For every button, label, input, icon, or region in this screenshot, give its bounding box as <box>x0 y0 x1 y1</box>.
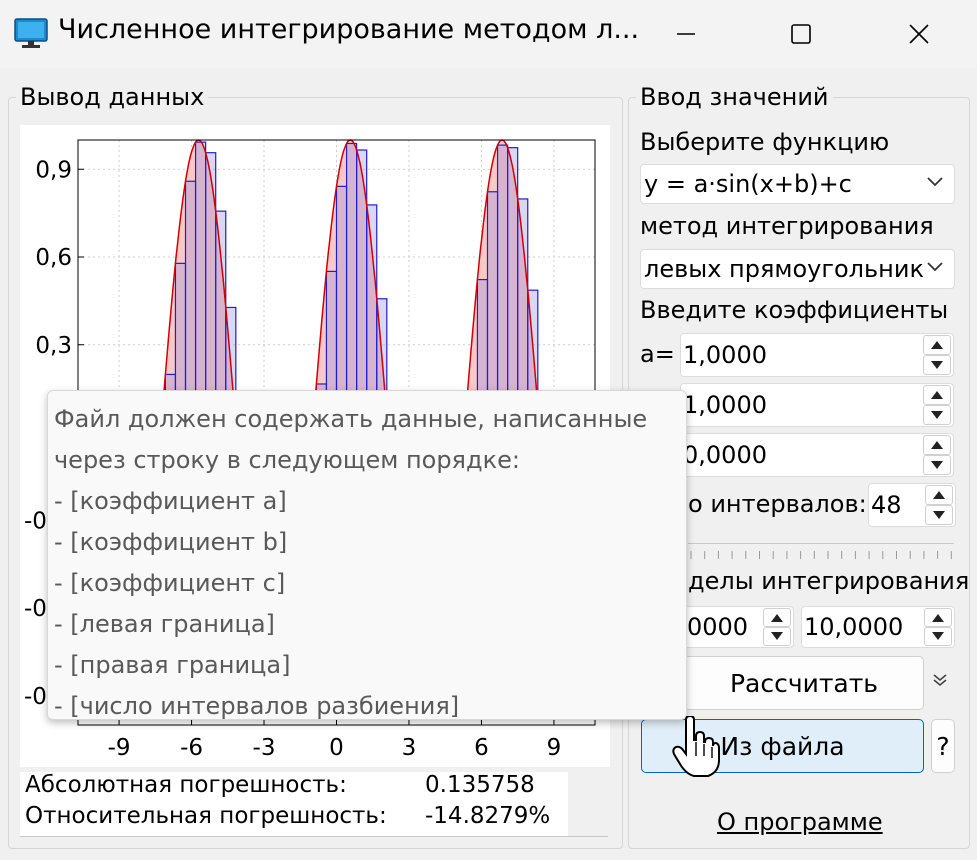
y-tick-label: 0,9 <box>35 157 72 183</box>
triangle-down-icon <box>932 632 944 641</box>
tooltip-line: - [правая граница] <box>54 651 291 679</box>
tooltip-line: через строку в следующем порядке: <box>54 446 520 474</box>
x-tick-label: -9 <box>108 735 131 761</box>
separator-line <box>688 543 954 544</box>
spin-down-button[interactable] <box>923 404 951 425</box>
slider-ticks <box>690 551 952 559</box>
maximize-icon <box>791 24 811 44</box>
y-tick-label: -0 <box>24 508 47 534</box>
function-select[interactable]: y = a·sin(x+b)+c <box>640 164 955 204</box>
triangle-up-icon <box>931 441 943 450</box>
x-tick-label: 3 <box>402 735 417 761</box>
intervals-value: 48 <box>871 491 902 519</box>
method-select[interactable]: левых прямоугольник <box>640 249 955 289</box>
rel-error-label: Относительная погрешность: <box>25 803 387 829</box>
tooltip-line: - [число интервалов разбиения] <box>54 692 460 720</box>
integration-rect <box>194 141 207 434</box>
close-button[interactable] <box>873 0 965 68</box>
tooltip-line: - [коэффициент a] <box>54 487 287 515</box>
spin-down-button[interactable] <box>923 354 951 375</box>
method-label: метод интегрирования <box>640 212 934 240</box>
y-tick-label: 0,3 <box>35 333 72 359</box>
help-button[interactable]: ? <box>931 719 955 773</box>
output-group-title: Вывод данных <box>16 83 209 111</box>
function-curve <box>94 139 579 434</box>
rel-error-value: -14.8279% <box>425 803 551 829</box>
chevron-down-icon <box>927 177 943 187</box>
spin-up-button[interactable] <box>763 608 791 628</box>
triangle-up-icon <box>931 391 943 400</box>
tooltip-line: - [левая граница] <box>54 610 275 638</box>
tooltip-line: - [коэффициент c] <box>54 569 286 597</box>
spin-up-button[interactable] <box>923 385 951 406</box>
file-format-tooltip: Файл должен содержать данные, написанные… <box>47 390 687 720</box>
abs-error-label: Абсолютная погрешность: <box>25 772 347 798</box>
coef-c-value: 0,0000 <box>683 441 767 469</box>
coef-b-value: 1,0000 <box>683 391 767 419</box>
triangle-down-icon <box>931 360 943 369</box>
tooltip-line: - [коэффициент b] <box>54 528 288 556</box>
chevron-down-icon <box>927 262 943 272</box>
input-group-title: Ввод значений <box>636 83 833 111</box>
coef-label: Введите коэффициенты <box>640 296 949 324</box>
method-select-value: левых прямоугольник <box>644 255 924 283</box>
coef-b-spinbox[interactable]: 1,0000 <box>680 383 954 427</box>
x-tick-label: -6 <box>180 735 203 761</box>
spin-down-button[interactable] <box>763 626 791 646</box>
tooltip-line: Файл должен содержать данные, написанные <box>54 405 648 433</box>
triangle-up-icon <box>931 341 943 350</box>
minimize-button[interactable] <box>640 0 732 68</box>
triangle-down-icon <box>931 410 943 419</box>
function-select-value: y = a·sin(x+b)+c <box>644 170 852 198</box>
triangle-up-icon <box>933 491 945 500</box>
calculate-button[interactable]: Рассчитать <box>684 656 924 710</box>
x-tick-label: 0 <box>329 735 344 761</box>
limit-left-spinbox[interactable]: 0000 <box>684 606 794 648</box>
intervals-label: о интервалов: <box>688 490 867 518</box>
x-tick-label: -3 <box>253 735 276 761</box>
window-title: Численное интегрирование методом л... <box>58 14 640 45</box>
spin-down-button[interactable] <box>924 626 952 646</box>
coef-c-spinbox[interactable]: 0,0000 <box>680 433 954 477</box>
spin-up-button[interactable] <box>923 335 951 356</box>
triangle-down-icon <box>771 632 783 641</box>
minimize-icon <box>677 33 695 35</box>
result-panel: Абсолютная погрешность: 0.135758 Относит… <box>20 772 568 836</box>
app-monitor-icon <box>14 18 48 48</box>
limit-right-spinbox[interactable]: 10,0000 <box>801 606 955 648</box>
limit-left-value: 0000 <box>687 613 749 641</box>
close-icon <box>909 24 929 44</box>
limit-right-value: 10,0000 <box>804 613 904 641</box>
result-divider <box>20 836 608 837</box>
triangle-up-icon <box>932 613 944 622</box>
function-label: Выберите функцию <box>640 128 890 156</box>
about-link[interactable]: О программе <box>717 808 883 836</box>
triangle-up-icon <box>771 613 783 622</box>
triangle-down-icon <box>931 460 943 469</box>
title-bar: Численное интегрирование методом л... <box>0 0 977 68</box>
maximize-button[interactable] <box>755 0 847 68</box>
limits-label: делы интегрирования <box>688 567 970 595</box>
collapse-chevron-icon[interactable] <box>931 672 949 690</box>
intervals-spinbox[interactable]: 48 <box>868 483 956 527</box>
spin-down-button[interactable] <box>925 504 953 525</box>
coef-a-spinbox[interactable]: 1,0000 <box>680 333 954 377</box>
coef-a-value: 1,0000 <box>683 341 767 369</box>
coef-a-label: a= <box>640 340 675 368</box>
x-tick-label: 9 <box>547 735 562 761</box>
y-tick-label: -0 <box>24 684 47 710</box>
spin-up-button[interactable] <box>925 485 953 506</box>
x-tick-label: 6 <box>474 735 489 761</box>
triangle-down-icon <box>933 510 945 519</box>
y-tick-label: -0 <box>24 596 47 622</box>
spin-down-button[interactable] <box>923 454 951 475</box>
abs-error-value: 0.135758 <box>425 772 535 798</box>
y-tick-label: 0,6 <box>35 245 72 271</box>
hand-cursor-icon <box>672 716 720 777</box>
spin-up-button[interactable] <box>923 435 951 456</box>
spin-up-button[interactable] <box>924 608 952 628</box>
